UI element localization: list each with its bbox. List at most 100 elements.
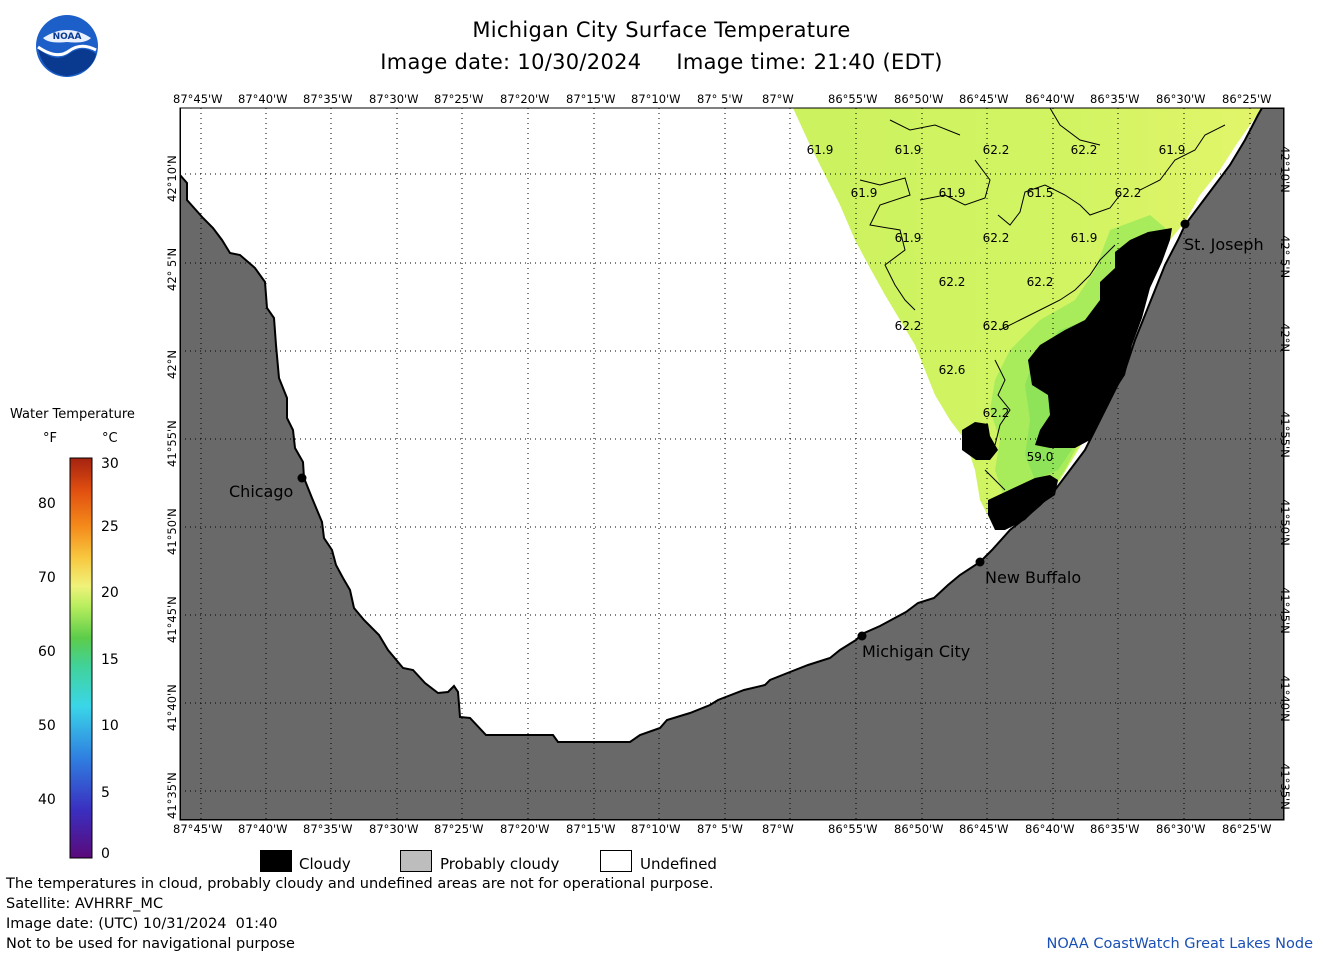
city-marker [1180,219,1190,229]
longitude-tick-label: 87°45'W [173,822,223,836]
latitude-tick-label: 41°45'N [1278,587,1292,634]
temperature-value-label: 62.6 [983,319,1010,333]
colorbar-c-tick: 30 [101,456,119,472]
colorbar-f-tick: 60 [38,644,56,660]
graticule [180,108,1284,820]
longitude-tick-label: 87°20'W [500,92,550,106]
city-label: Chicago [229,482,293,501]
footer-disclaimer: The temperatures in cloud, probably clou… [6,876,714,892]
latitude-tick-label: 41°35'N [1278,763,1292,810]
temperature-contours [859,108,1226,491]
temperature-value-label: 61.9 [939,186,966,200]
longitude-tick-label: 86°50'W [894,822,944,836]
longitude-tick-label: 87°40'W [238,92,288,106]
longitude-tick-label: 87°15'W [566,822,616,836]
temperature-value-label: 62.6 [939,363,966,377]
latitude-tick-label: 41°50'N [165,508,179,555]
footer-satellite: Satellite: AVHRRF_MC [6,896,164,912]
temperature-value-label: 62.2 [1027,275,1054,289]
longitude-tick-label: 86°35'W [1090,822,1140,836]
longitude-tick-label: 87°15'W [566,92,616,106]
longitude-tick-label: 87°40'W [238,822,288,836]
colorbar-c-tick: 25 [101,519,119,535]
temperature-value-label: 59.0 [1027,450,1054,464]
legend-cloudy-label: Cloudy [299,855,351,873]
cloud-area [962,422,998,460]
longitude-tick-label: 86°50'W [894,92,944,106]
longitude-tick-label: 86°55'W [828,92,878,106]
latitude-tick-label: 41°50'N [1278,499,1292,546]
latitude-tick-label: 41°45'N [165,596,179,643]
longitude-tick-label: 87°10'W [631,822,681,836]
longitude-tick-label: 86°35'W [1090,92,1140,106]
longitude-tick-label: 86°55'W [828,822,878,836]
colorbar-f-tick: 50 [38,718,56,734]
latitude-tick-label: 42°10'N [1278,146,1292,193]
cloud-area [988,475,1058,530]
latitude-tick-label: 42° 5'N [1278,235,1292,279]
temperature-value-label: 62.2 [1115,186,1142,200]
longitude-tick-label: 86°25'W [1222,822,1272,836]
temperature-value-label: 62.2 [895,319,922,333]
longitude-tick-label: 87°45'W [173,92,223,106]
legend-undefined-swatch [600,850,632,872]
longitude-tick-label: 87°30'W [369,822,419,836]
temperature-value-label: 62.2 [983,143,1010,157]
longitude-tick-label: 86°25'W [1222,92,1272,106]
footer-credit: NOAA CoastWatch Great Lakes Node [1046,936,1313,952]
colorbar-title: Water Temperature [10,407,135,422]
longitude-tick-label: 87°W [762,822,794,836]
temperature-value-label: 61.5 [1027,186,1054,200]
temperature-value-label: 61.9 [1159,143,1186,157]
temperature-value-label: 62.2 [939,275,966,289]
latitude-tick-label: 42° 5'N [165,247,179,291]
city-label: New Buffalo [985,568,1081,587]
colorbar-f-tick: 70 [38,570,56,586]
city-label: St. Joseph [1184,235,1264,254]
longitude-tick-label: 87°20'W [500,822,550,836]
longitude-tick-label: 87°25'W [434,92,484,106]
temperature-value-label: 61.9 [895,231,922,245]
colorbar-f-tick: 80 [38,496,56,512]
colorbar-unit-f: °F [43,431,57,446]
colorbar-c-tick: 20 [101,585,119,601]
legend-cloudy-swatch [260,850,292,872]
longitude-tick-label: 87° 5'W [697,822,743,836]
city-marker [975,557,985,567]
longitude-tick-label: 86°30'W [1156,822,1206,836]
image-date-line: Image date: 10/30/2024 Image time: 21:40… [380,50,943,74]
map-title: Michigan City Surface Temperature [472,18,851,42]
footer-utc-date: Image date: (UTC) 10/31/2024 01:40 [6,916,278,932]
colorbar-f-tick: 40 [38,792,56,808]
svg-text:NOAA: NOAA [53,32,82,42]
map-frame [179,107,1285,821]
temperature-value-label: 61.9 [895,143,922,157]
city-label: Michigan City [862,642,970,661]
land-area [180,108,1284,820]
latitude-tick-label: 41°55'N [165,420,179,467]
longitude-tick-label: 87°10'W [631,92,681,106]
latitude-tick-label: 42°N [165,350,179,379]
longitude-tick-label: 86°45'W [959,92,1009,106]
longitude-tick-label: 86°40'W [1025,822,1075,836]
city-marker [297,473,307,483]
longitude-tick-label: 86°40'W [1025,92,1075,106]
colorbar [69,457,93,859]
latitude-tick-label: 41°40'N [1278,675,1292,722]
temperature-value-label: 61.9 [1071,231,1098,245]
temperature-value-label: 62.2 [983,231,1010,245]
temperature-value-label: 61.9 [851,186,878,200]
colorbar-c-tick: 15 [101,652,119,668]
temperature-value-label: 62.2 [983,406,1010,420]
colorbar-c-tick: 10 [101,718,119,734]
legend-probably-cloudy-swatch [400,850,432,872]
latitude-tick-label: 42°10'N [165,155,179,202]
city-marker [857,631,867,641]
footer-navigation-note: Not to be used for navigational purpose [6,936,295,952]
temperature-value-label: 62.2 [1071,143,1098,157]
longitude-tick-label: 87°W [762,92,794,106]
longitude-tick-label: 86°30'W [1156,92,1206,106]
longitude-tick-label: 87°35'W [303,92,353,106]
longitude-tick-label: 86°45'W [959,822,1009,836]
